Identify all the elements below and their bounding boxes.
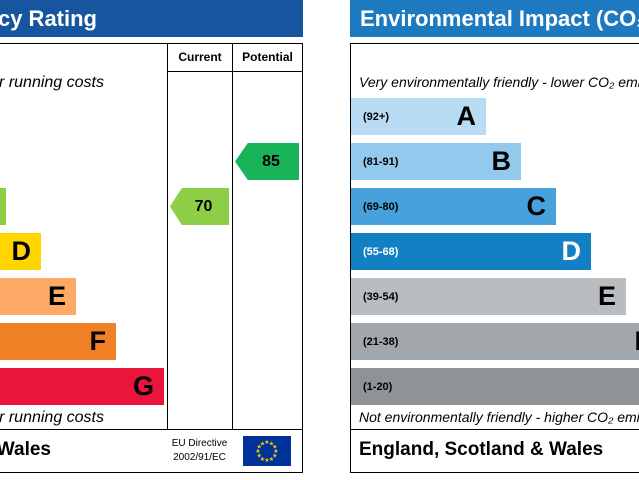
eu-directive-label: EU Directive 2002/91/EC <box>167 437 232 464</box>
energy-current-column-header: Current <box>168 44 232 72</box>
impact-chart-header: Environmental Impact (CO₂) Rating <box>350 0 639 37</box>
svg-text:★: ★ <box>272 453 277 460</box>
band-d: (55-68) D <box>351 233 591 270</box>
band-letter: F <box>635 328 639 355</box>
band-g: (1-20)G <box>351 368 639 405</box>
band-row-a: (92+) A <box>351 94 639 139</box>
band-e: (39-54) E <box>351 278 626 315</box>
band-range-label: (1-20) <box>363 380 393 393</box>
band-range-label: (55-68) <box>363 245 399 258</box>
impact-region-label: England, Scotland & Wales <box>359 439 604 460</box>
energy-chart-body: Current Potential Very energy efficient … <box>0 43 303 473</box>
band-e: (39-54)E <box>0 278 76 315</box>
svg-text:★: ★ <box>257 453 262 460</box>
energy-bottom-note: Not energy efficient - higher running co… <box>0 409 104 426</box>
energy-potential-column: Potential <box>232 44 302 472</box>
energy-top-note: Very energy efficient - lower running co… <box>0 74 104 91</box>
potential-rating-arrow: 85 <box>235 143 299 180</box>
band-range-label: (69-80) <box>363 200 399 213</box>
band-letter: G <box>132 371 154 401</box>
impact-chart-body: Current Potential Very environmentally f… <box>350 43 639 473</box>
band-row-d: (55-68)D <box>0 229 169 274</box>
band-f: (21-38)F <box>0 323 116 360</box>
band-letter: A <box>456 101 477 131</box>
band-row-c: (69-80) C <box>351 184 639 229</box>
environmental-impact-chart: Environmental Impact (CO₂) Rating Curren… <box>350 0 639 473</box>
energy-region-label: England, Scotland & Wales <box>0 439 51 460</box>
band-a: (92+) A <box>351 98 486 135</box>
eu-directive-line2: 2002/91/EC <box>173 451 226 463</box>
energy-efficiency-chart: Energy Efficiency Rating Current Potenti… <box>0 0 303 473</box>
svg-text:★: ★ <box>260 456 265 463</box>
eu-flag-icon: ★ ★ ★ ★ ★ ★ ★ ★ ★ ★ ★ ★ <box>243 436 291 466</box>
current-rating-arrow: 70 <box>170 188 229 225</box>
impact-chart-footer: England, Scotland & Wales EU Directive 2… <box>351 429 639 472</box>
eu-directive-line1: EU Directive <box>171 438 228 449</box>
band-range-label: (92+) <box>363 110 389 123</box>
band-row-f: (21-38)F <box>0 319 169 364</box>
energy-bands: (92+)A(81-91)B (69-80)C (55-68)D (39-54)E (2… <box>0 94 169 409</box>
svg-text:★: ★ <box>269 440 274 447</box>
band-letter: B <box>491 146 512 176</box>
svg-text:★: ★ <box>255 448 260 455</box>
band-letter: F <box>89 326 107 356</box>
band-c: (69-80) C <box>351 188 556 225</box>
svg-text:★: ★ <box>273 448 278 455</box>
band-c: (69-80)C <box>0 188 6 225</box>
energy-chart-title: Energy Efficiency Rating <box>0 5 97 31</box>
svg-text:★: ★ <box>269 456 274 463</box>
impact-top-note: Very environmentally friendly - lower CO… <box>359 74 639 90</box>
impact-bottom-note: Not environmentally friendly - higher CO… <box>359 409 639 425</box>
energy-potential-column-header: Potential <box>233 44 302 72</box>
impact-bands: (92+) A (81-91) B (69-80) C (55-68) D (39-54) E (2… <box>351 94 639 409</box>
band-b: (81-91) B <box>351 143 521 180</box>
energy-chart-footer: England, Scotland & Wales EU Directive 2… <box>0 429 302 472</box>
band-g: (1-20)G <box>0 368 164 405</box>
band-range-label: (81-91) <box>363 155 399 168</box>
band-row-b: (81-91)B <box>0 139 169 184</box>
band-range-label: (21-38) <box>363 335 399 348</box>
svg-text:★: ★ <box>264 457 269 464</box>
band-row-d: (55-68) D <box>351 229 639 274</box>
band-row-g: (1-20)G <box>0 364 169 409</box>
band-row-b: (81-91) B <box>351 139 639 184</box>
band-letter: C <box>526 191 547 221</box>
svg-text:★: ★ <box>260 440 265 447</box>
band-letter: D <box>561 236 582 266</box>
svg-text:★: ★ <box>264 439 269 446</box>
band-row-g: (1-20)G <box>351 364 639 409</box>
band-d: (55-68)D <box>0 233 41 270</box>
svg-text:★: ★ <box>257 444 262 451</box>
band-row-a: (92+)A <box>0 94 169 139</box>
band-row-c: (69-80)C <box>0 184 169 229</box>
band-row-e: (39-54) E <box>351 274 639 319</box>
band-f: (21-38) F <box>351 323 639 360</box>
band-range-label: (39-54) <box>363 290 399 303</box>
band-row-e: (39-54)E <box>0 274 169 319</box>
impact-chart-title: Environmental Impact (CO₂) Rating <box>360 5 639 31</box>
svg-text:★: ★ <box>272 444 277 451</box>
band-row-f: (21-38) F <box>351 319 639 364</box>
band-letter: E <box>47 281 66 311</box>
band-letter: E <box>597 281 616 311</box>
energy-current-column: Current <box>167 44 232 472</box>
band-letter: D <box>11 236 32 266</box>
energy-chart-header: Energy Efficiency Rating <box>0 0 303 37</box>
